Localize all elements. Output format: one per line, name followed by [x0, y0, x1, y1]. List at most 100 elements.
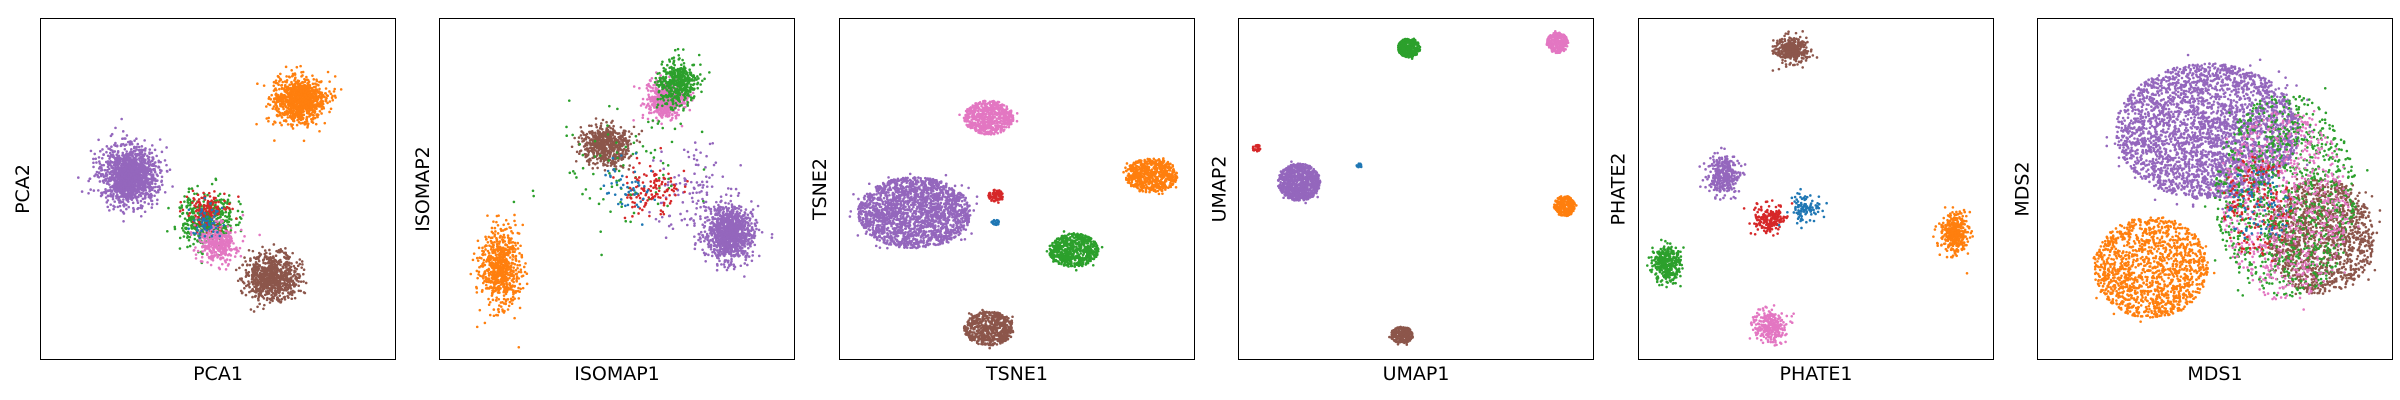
point: [750, 222, 753, 225]
point: [149, 169, 152, 173]
point: [753, 243, 757, 247]
point: [282, 103, 286, 106]
point: [122, 193, 125, 196]
point: [187, 218, 191, 222]
point: [211, 247, 215, 250]
point: [158, 185, 161, 189]
point: [126, 196, 130, 199]
point: [153, 179, 157, 182]
point: [277, 261, 280, 264]
point: [188, 198, 192, 202]
point: [286, 116, 290, 119]
point: [290, 262, 293, 265]
point: [146, 161, 150, 165]
point: [155, 202, 159, 206]
point: [192, 206, 196, 210]
point: [216, 242, 220, 246]
point: [280, 123, 283, 127]
point: [306, 78, 310, 82]
point: [246, 283, 250, 287]
point: [324, 87, 328, 90]
point: [286, 287, 290, 291]
point: [239, 228, 243, 232]
point: [298, 258, 302, 261]
point: [297, 284, 301, 288]
point: [199, 214, 203, 217]
point: [299, 102, 302, 105]
point: [122, 167, 125, 171]
point: [217, 194, 220, 198]
point: [133, 150, 136, 153]
point: [261, 245, 264, 249]
point: [192, 219, 196, 222]
point: [747, 255, 751, 258]
point: [235, 246, 238, 249]
point: [199, 210, 202, 214]
point: [193, 237, 197, 241]
point: [157, 165, 161, 169]
point: [273, 292, 277, 296]
point: [219, 256, 222, 260]
point: [97, 171, 101, 174]
point: [187, 190, 191, 194]
point: [311, 82, 315, 86]
point: [271, 267, 274, 271]
point: [118, 204, 122, 208]
point: [121, 210, 125, 214]
point: [296, 264, 300, 268]
point: [134, 152, 137, 156]
point: [136, 206, 140, 210]
point: [760, 230, 764, 234]
point: [257, 257, 260, 261]
point: [228, 217, 231, 221]
point: [263, 303, 266, 307]
point: [152, 176, 155, 179]
point: [139, 199, 143, 203]
point: [204, 209, 208, 213]
point: [194, 253, 198, 256]
point: [307, 82, 310, 85]
point: [254, 266, 258, 269]
point: [288, 109, 292, 113]
point: [137, 145, 141, 149]
point: [110, 145, 113, 148]
point: [189, 233, 193, 237]
point: [726, 266, 730, 269]
point: [200, 221, 204, 224]
point: [294, 93, 298, 97]
point: [213, 212, 217, 215]
point: [153, 189, 157, 193]
point: [314, 85, 317, 88]
point: [221, 212, 224, 216]
point: [138, 167, 142, 171]
point: [231, 207, 234, 211]
point: [126, 169, 130, 173]
point: [256, 274, 260, 277]
point: [150, 144, 154, 147]
point: [229, 248, 233, 251]
point: [256, 279, 259, 283]
point: [119, 185, 123, 189]
point: [109, 188, 112, 192]
point: [106, 180, 110, 183]
point: [285, 80, 288, 84]
point: [220, 242, 224, 246]
point: [107, 147, 110, 150]
point: [202, 200, 205, 203]
point: [168, 168, 172, 172]
point: [143, 210, 147, 214]
point: [214, 226, 218, 230]
point: [258, 276, 262, 279]
point: [313, 116, 317, 120]
point: [290, 115, 294, 119]
point: [266, 285, 269, 289]
point: [105, 174, 109, 177]
point: [227, 194, 231, 197]
point: [241, 263, 245, 267]
point: [271, 122, 275, 126]
point: [318, 87, 321, 91]
point: [110, 132, 114, 136]
point: [216, 230, 219, 234]
point: [119, 209, 123, 212]
point: [318, 129, 321, 133]
